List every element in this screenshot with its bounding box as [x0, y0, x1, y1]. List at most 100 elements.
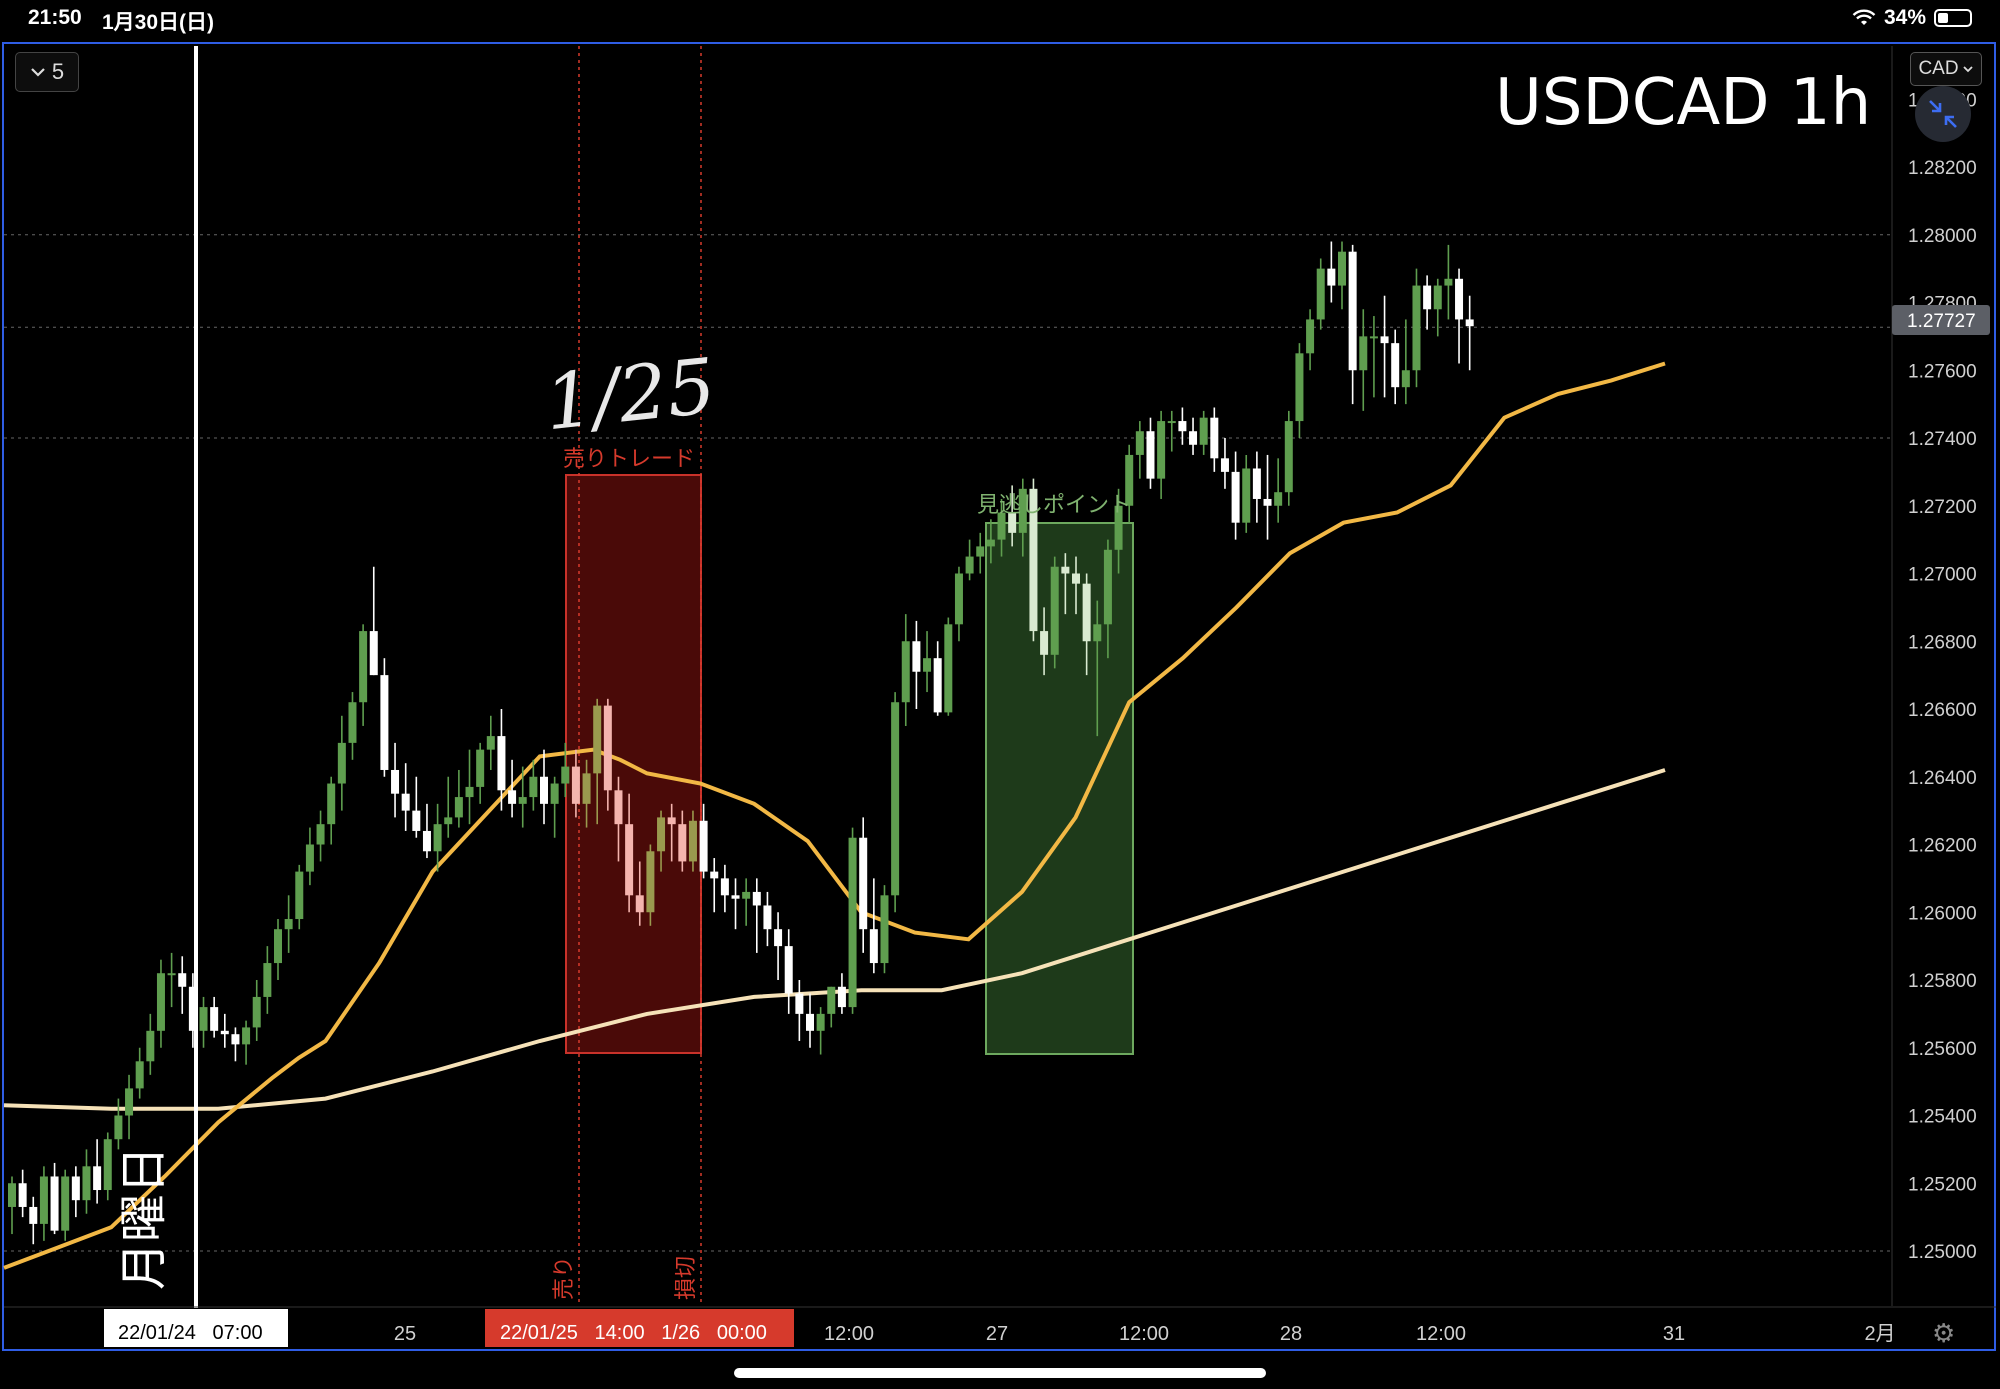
candle — [774, 912, 783, 980]
candle — [933, 641, 942, 716]
candle-body — [284, 919, 293, 930]
candle-body — [806, 1013, 814, 1031]
time-tick-label: 2月 — [1864, 1323, 1895, 1345]
collapse-button[interactable] — [1915, 86, 1971, 142]
candle — [625, 793, 634, 913]
range-date-label: 22/01/25 14:00 1/26 00:00 — [500, 1322, 767, 1344]
candle-body — [348, 702, 357, 743]
home-indicator — [734, 1368, 1266, 1378]
candle-body — [242, 1027, 251, 1045]
candle — [412, 776, 421, 838]
candle — [1465, 295, 1474, 371]
candle — [667, 803, 676, 862]
candle — [518, 766, 527, 828]
candle-body — [422, 830, 431, 852]
candle-body — [720, 878, 729, 896]
time-tick-label: 27 — [986, 1323, 1008, 1345]
candle-body — [965, 556, 974, 574]
candle — [986, 519, 995, 564]
currency-button[interactable]: CAD — [1910, 52, 1982, 86]
candle — [944, 617, 953, 716]
candle-body — [614, 790, 623, 825]
candle — [635, 861, 644, 926]
chevron-down-icon — [1962, 66, 1973, 73]
price-tick-label: 1.28200 — [1908, 158, 1977, 179]
candle-body — [1391, 343, 1400, 388]
candle — [1284, 410, 1293, 506]
candle — [497, 709, 506, 811]
candle-body — [678, 824, 687, 862]
candle — [146, 1013, 155, 1075]
candle — [327, 776, 336, 845]
candle-body — [359, 631, 368, 703]
candle — [1295, 343, 1304, 438]
candle — [795, 980, 804, 1041]
candle-body — [135, 1061, 144, 1089]
candle — [1455, 268, 1464, 364]
candle — [1380, 295, 1389, 398]
candle — [1018, 478, 1027, 557]
candle — [593, 698, 602, 825]
ema-slow-line — [3, 768, 1666, 1111]
candle — [901, 614, 910, 726]
candle-body — [774, 929, 783, 947]
candle — [284, 895, 293, 953]
price-tick-label: 1.25400 — [1908, 1107, 1977, 1128]
candle — [508, 759, 517, 818]
candle — [1348, 244, 1357, 405]
candle — [1391, 329, 1400, 405]
monday-label: 月曜日 — [116, 1146, 172, 1290]
candle-body — [231, 1034, 240, 1045]
candle — [1316, 258, 1325, 330]
candle-body — [859, 837, 868, 930]
candle — [582, 759, 591, 828]
candle — [369, 566, 378, 676]
candle-body — [1284, 421, 1293, 493]
candle-body — [869, 929, 878, 964]
candle-body — [837, 986, 846, 1008]
candle-body — [582, 773, 591, 804]
candle-body — [944, 624, 953, 713]
ema-fast-line — [3, 361, 1666, 1270]
candle — [167, 952, 176, 1008]
time-tick-label: 28 — [1280, 1323, 1302, 1345]
candle-body — [635, 895, 644, 913]
candle — [1359, 309, 1368, 411]
candle — [337, 715, 346, 811]
candle-body — [1433, 285, 1442, 310]
candle-body — [657, 817, 666, 852]
candle — [720, 864, 729, 913]
candle-body — [316, 824, 325, 845]
candle-body — [103, 1139, 112, 1191]
candle — [1263, 454, 1272, 540]
candle-body — [433, 824, 442, 852]
candle — [1306, 309, 1315, 371]
candle-body — [210, 1007, 219, 1031]
price-tick-label: 1.27000 — [1908, 565, 1977, 586]
gear-icon[interactable]: ⚙ — [1932, 1318, 1956, 1348]
candle — [848, 827, 857, 1014]
candle-body — [550, 783, 559, 804]
chevron-down-icon — [31, 68, 45, 77]
candle-body — [337, 742, 346, 784]
candle — [1103, 539, 1112, 659]
candle-body — [391, 769, 400, 794]
candle-body — [401, 793, 410, 811]
candle — [869, 878, 878, 974]
candle-body — [1348, 251, 1357, 371]
candle-body — [731, 895, 740, 899]
candle — [188, 973, 197, 1048]
candle-body — [1072, 573, 1080, 584]
candle — [699, 803, 708, 879]
candle — [1220, 438, 1229, 489]
candle — [954, 566, 963, 642]
candle — [295, 864, 304, 930]
interval-button[interactable]: 5 — [15, 52, 79, 92]
status-right: 34% — [1852, 6, 1972, 30]
candle-body — [327, 783, 336, 825]
candle — [1072, 556, 1080, 615]
candle — [178, 956, 187, 1014]
candle — [763, 891, 772, 947]
candle — [263, 946, 272, 1014]
